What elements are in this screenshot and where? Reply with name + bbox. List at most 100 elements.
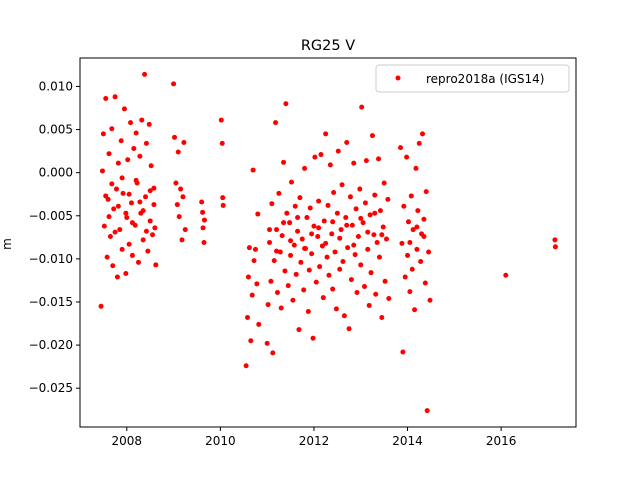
data-point: [271, 258, 277, 264]
chart-title: RG25 V: [301, 38, 355, 54]
data-point: [366, 302, 372, 308]
data-point: [358, 262, 364, 268]
data-point: [133, 177, 139, 183]
data-point: [267, 240, 273, 245]
data-point: [131, 146, 137, 152]
data-point: [255, 211, 261, 217]
data-point: [344, 222, 350, 228]
data-point: [399, 240, 405, 246]
y-axis-label: m: [0, 238, 14, 250]
data-point: [421, 233, 427, 239]
data-point: [323, 131, 329, 137]
data-point: [150, 232, 156, 238]
data-point: [358, 215, 364, 221]
legend-box: [375, 64, 570, 93]
data-point: [416, 140, 422, 146]
data-point: [179, 237, 185, 243]
data-point: [281, 159, 287, 165]
data-point: [200, 225, 206, 231]
data-point: [307, 205, 313, 211]
data-point: [281, 220, 287, 226]
data-point: [427, 297, 433, 303]
data-point: [343, 215, 349, 220]
data-point: [296, 327, 302, 333]
data-point: [245, 274, 251, 280]
data-point: [106, 214, 112, 220]
data-point: [346, 326, 352, 332]
x-tick-label: 2014: [392, 434, 423, 448]
data-point: [315, 233, 321, 239]
data-point: [100, 131, 106, 137]
y-tick-label: 0.005: [39, 123, 73, 137]
data-point: [301, 287, 307, 293]
data-point: [334, 210, 340, 216]
data-point: [426, 249, 432, 255]
data-point: [410, 227, 416, 233]
data-point: [264, 340, 270, 346]
data-point: [267, 227, 273, 233]
y-tick-label: −0.005: [29, 209, 73, 223]
data-point: [329, 231, 335, 237]
data-point: [114, 186, 119, 192]
data-point: [172, 134, 178, 140]
data-point: [313, 279, 319, 285]
data-point: [285, 283, 291, 289]
data-point: [292, 203, 298, 209]
data-point: [103, 193, 109, 199]
data-point: [365, 246, 371, 252]
data-point: [252, 246, 258, 252]
data-point: [112, 94, 118, 100]
data-point: [552, 237, 558, 243]
data-point: [327, 162, 333, 168]
data-point: [306, 267, 312, 273]
data-point: [354, 290, 360, 295]
data-point: [409, 266, 415, 272]
data-point: [143, 228, 149, 234]
data-point: [412, 307, 418, 313]
data-point: [129, 220, 135, 226]
data-point: [104, 254, 110, 260]
data-point: [270, 350, 276, 356]
data-point: [360, 220, 366, 226]
data-point: [379, 315, 385, 321]
data-point: [219, 140, 225, 146]
data-point: [316, 225, 322, 231]
legend: repro2018a (IGS14): [375, 64, 570, 93]
data-point: [274, 290, 280, 295]
y-tick-label: −0.015: [29, 295, 73, 309]
data-point: [201, 240, 207, 245]
data-point: [312, 154, 318, 160]
data-point: [142, 71, 148, 77]
data-point: [332, 249, 338, 255]
data-point: [151, 202, 157, 208]
y-tick-label: −0.020: [29, 338, 73, 352]
x-tick-label: 2008: [112, 434, 143, 448]
data-point: [181, 139, 187, 145]
legend-marker: [395, 75, 401, 81]
data-point: [274, 227, 280, 233]
data-point: [126, 241, 132, 247]
data-point: [117, 227, 123, 233]
data-point: [503, 272, 509, 278]
data-point: [290, 297, 296, 303]
data-point: [400, 349, 406, 355]
data-point: [309, 251, 315, 257]
data-point: [146, 121, 152, 127]
data-point: [302, 165, 308, 171]
data-point: [295, 215, 301, 220]
data-point: [277, 249, 283, 255]
data-point: [413, 165, 419, 171]
data-point: [284, 210, 290, 216]
data-point: [320, 295, 326, 301]
data-point: [340, 258, 346, 264]
data-point: [325, 202, 331, 208]
data-point: [152, 225, 158, 231]
data-point: [251, 258, 257, 264]
data-point: [317, 264, 323, 270]
data-point: [220, 202, 226, 208]
data-point: [405, 252, 411, 258]
data-point: [248, 338, 254, 344]
data-point: [355, 233, 361, 239]
data-point: [109, 126, 115, 132]
